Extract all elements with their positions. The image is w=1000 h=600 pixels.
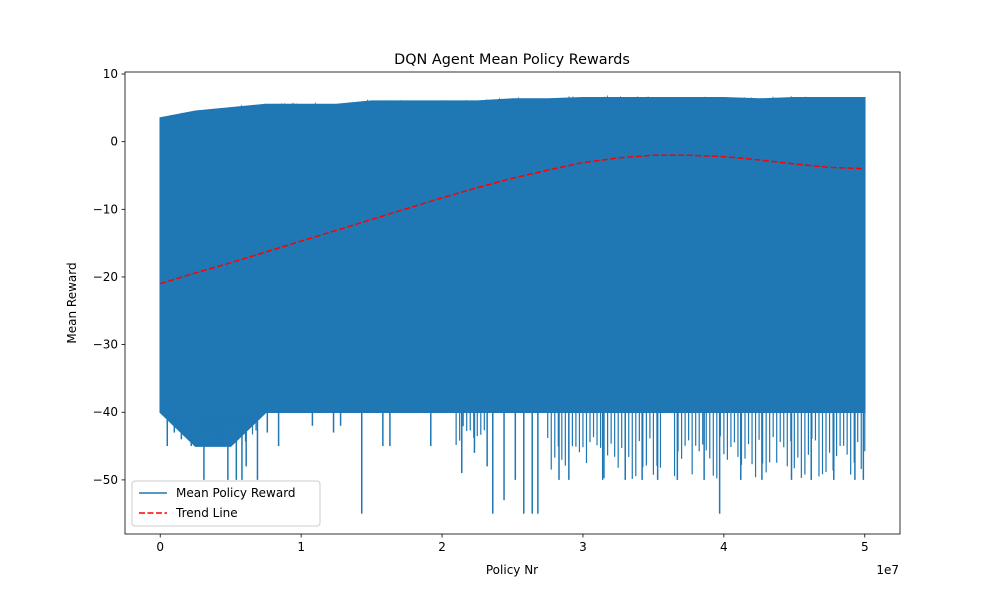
- y-tick-label: −20: [93, 270, 118, 284]
- y-tick-label: −30: [93, 338, 118, 352]
- y-tick-label: −50: [93, 473, 118, 487]
- x-axis-offset-label: 1e7: [876, 563, 899, 577]
- legend-label-trend: Trend Line: [175, 506, 238, 520]
- axes-frame: [124, 71, 901, 535]
- y-tick-label: −10: [93, 202, 118, 216]
- trend-line: [159, 154, 865, 285]
- chart-title: DQN Agent Mean Policy Rewards: [394, 52, 630, 68]
- x-tick-label: 3: [579, 540, 587, 554]
- y-tick-label: 0: [110, 135, 118, 149]
- x-tick-label: 5: [861, 540, 869, 554]
- legend: Mean Policy Reward Trend Line: [131, 480, 321, 527]
- y-tick-label: 10: [103, 67, 118, 81]
- x-axis-label: Policy Nr: [486, 563, 538, 577]
- y-axis-label: Mean Reward: [65, 262, 79, 343]
- x-tick-label: 4: [720, 540, 728, 554]
- x-tick-label: 2: [438, 540, 446, 554]
- reward-series-top-edge: [159, 94, 866, 126]
- legend-label-reward: Mean Policy Reward: [176, 486, 296, 500]
- legend-box: [131, 480, 321, 527]
- x-tick-label: 0: [156, 540, 164, 554]
- y-tick-label: −40: [93, 405, 118, 419]
- reward-series-band: [159, 96, 866, 447]
- plot-area: [159, 94, 866, 514]
- x-tick-label: 1: [297, 540, 305, 554]
- axes: 0 1 2 3 4 5 10 0 −10 −20 −30 −40 −50: [93, 67, 901, 554]
- plot-series-group: [159, 94, 866, 514]
